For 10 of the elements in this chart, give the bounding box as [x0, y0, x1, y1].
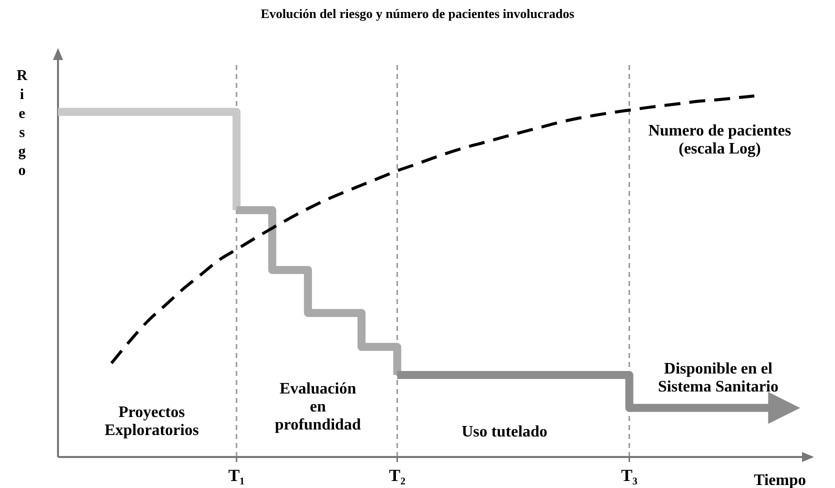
annotation: Proyectos Exploratorios — [104, 404, 199, 439]
annotation: Disponible en el Sistema Sanitario — [658, 360, 778, 396]
chart-title: Evolución del riesgo y número de pacientes involucrados — [260, 6, 574, 21]
x-tick-label: T₁ — [228, 466, 245, 485]
x-tick-label: T₂ — [389, 466, 406, 485]
annotation: Numero de pacientes (escala Log) — [648, 122, 792, 158]
annotation: Uso tutelado — [462, 424, 548, 441]
y-axis-title: Riesgo — [16, 68, 28, 179]
x-tick-label: T₃ — [621, 466, 638, 485]
annotation: Evaluación en profundidad — [274, 380, 361, 434]
